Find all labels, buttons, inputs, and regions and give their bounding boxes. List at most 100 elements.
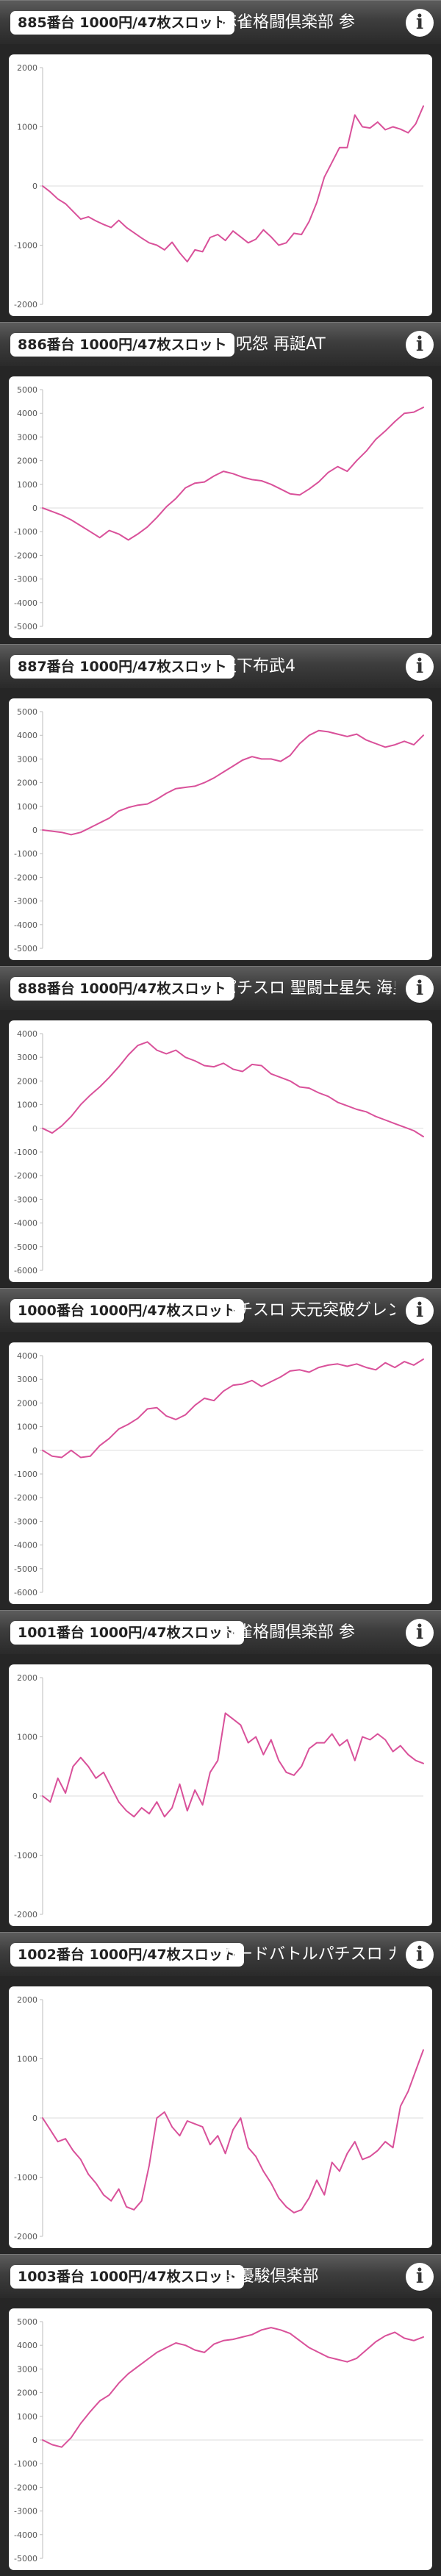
- y-tick-label: 2000: [17, 457, 37, 466]
- y-tick-label: 0: [32, 1792, 37, 1801]
- machine-name: GI優駿倶楽部: [220, 2267, 319, 2286]
- y-tick-label: -4000: [14, 2530, 37, 2540]
- series-line: [42, 407, 424, 541]
- y-tick-label: -2000: [14, 1171, 37, 1181]
- info-icon[interactable]: i: [406, 1619, 434, 1647]
- series-line: [42, 2049, 424, 2214]
- machine-header[interactable]: 1002番台 1000円/47枚スロット カードバトルパチスロ ガンダムトライエ…: [0, 1932, 441, 1976]
- info-icon[interactable]: i: [406, 1941, 434, 1969]
- machine-name: 天下布武4: [220, 657, 295, 676]
- machine-name: 麻雀格闘倶楽部 参: [220, 1623, 355, 1642]
- y-tick-label: -2000: [14, 300, 37, 310]
- machine-header[interactable]: 888番台 1000円/47枚スロット パチスロ 聖闘士星矢 海皇覚醒 i: [0, 966, 441, 1010]
- slump-chart: 2000 1000 0 -1000 -2000: [14, 63, 424, 310]
- y-tick-label: 2000: [17, 1673, 37, 1683]
- y-tick-label: -2000: [14, 2483, 37, 2492]
- y-tick-label: -4000: [14, 598, 37, 608]
- y-tick-label: 1000: [17, 1733, 37, 1742]
- y-tick-label: 0: [32, 1446, 37, 1456]
- y-tick-label: -4000: [14, 920, 37, 930]
- info-icon[interactable]: i: [406, 9, 434, 37]
- chart-panel: 2000 1000 0 -1000 -2000: [9, 54, 432, 316]
- chart-panel: 4000 3000 2000 1000 0 -1000 -2000 -3000 -4000 -50…: [9, 1342, 432, 1604]
- y-tick-label: -1000: [14, 2173, 37, 2183]
- info-icon[interactable]: i: [406, 975, 434, 1003]
- machine-header[interactable]: 886番台 1000円/47枚スロット S 呪怨 再誕AT i: [0, 322, 441, 366]
- y-tick-label: 0: [32, 2114, 37, 2123]
- machine-card: 1003番台 1000円/47枚スロット GI優駿倶楽部 i 5000 4000 3…: [0, 2254, 441, 2576]
- slump-chart: 2000 1000 0 -1000 -2000: [14, 1673, 424, 1920]
- y-tick-label: -6000: [14, 1266, 37, 1276]
- series-line: [42, 1712, 424, 1818]
- chart-panel: 5000 4000 3000 2000 1000 0 -1000 -2000 -3000 -400…: [9, 376, 432, 638]
- y-tick-label: -1000: [14, 2459, 37, 2469]
- y-tick-label: 4000: [17, 1351, 37, 1361]
- chart-panel: 5000 4000 3000 2000 1000 0 -1000 -2000 -3000 -400…: [9, 2308, 432, 2570]
- y-tick-label: 4000: [17, 1029, 37, 1039]
- machine-number-badge: 886番台 1000円/47枚スロット: [10, 333, 234, 357]
- y-tick-label: 1000: [17, 480, 37, 490]
- chart-panel: 4000 3000 2000 1000 0 -1000 -2000 -3000 -4000 -50…: [9, 1020, 432, 1282]
- machine-number-badge: 1001番台 1000円/47枚スロット: [10, 1621, 244, 1645]
- slump-chart: 5000 4000 3000 2000 1000 0 -1000 -2000 -3000 -400…: [14, 2317, 424, 2564]
- y-tick-label: -2000: [14, 873, 37, 882]
- machine-name: パチスロ 天元突破グレンラガン: [220, 1301, 395, 1320]
- machine-number-badge: 888番台 1000円/47枚スロット: [10, 977, 234, 1001]
- slump-chart: 5000 4000 3000 2000 1000 0 -1000 -2000 -3000 -400…: [14, 385, 424, 632]
- chart-panel: 2000 1000 0 -1000 -2000: [9, 1986, 432, 2248]
- machine-number-badge: 885番台 1000円/47枚スロット: [10, 11, 234, 35]
- y-tick-label: 3000: [17, 1053, 37, 1062]
- y-tick-label: 2000: [17, 63, 37, 73]
- y-tick-label: 1000: [17, 802, 37, 812]
- y-tick-label: -3000: [14, 1517, 37, 1526]
- y-tick-label: 4000: [17, 409, 37, 418]
- y-tick-label: 5000: [17, 385, 37, 395]
- series-line: [42, 1041, 424, 1138]
- machine-card: 885番台 1000円/47枚スロット 麻雀格闘倶楽部 参 i 2000 1000…: [0, 0, 441, 322]
- info-icon[interactable]: i: [406, 331, 434, 359]
- y-tick-label: 1000: [17, 1101, 37, 1110]
- y-tick-label: -2000: [14, 1910, 37, 1920]
- y-tick-label: -2000: [14, 1493, 37, 1503]
- machine-header[interactable]: 1000番台 1000円/47枚スロット パチスロ 天元突破グレンラガン i: [0, 1288, 441, 1332]
- info-icon[interactable]: i: [406, 653, 434, 681]
- y-tick-label: -3000: [14, 575, 37, 584]
- y-tick-label: 1000: [17, 2055, 37, 2064]
- y-tick-label: -5000: [14, 944, 37, 954]
- y-tick-label: 3000: [17, 754, 37, 764]
- machine-number-badge: 887番台 1000円/47枚スロット: [10, 655, 234, 679]
- info-icon[interactable]: i: [406, 2263, 434, 2291]
- slump-chart: 5000 4000 3000 2000 1000 0 -1000 -2000 -3000 -400…: [14, 707, 424, 954]
- y-tick-label: 4000: [17, 731, 37, 740]
- machine-header[interactable]: 1001番台 1000円/47枚スロット 麻雀格闘倶楽部 参 i: [0, 1610, 441, 1654]
- machine-number-badge: 1003番台 1000円/47枚スロット: [10, 2265, 244, 2289]
- y-tick-label: -5000: [14, 2554, 37, 2564]
- y-tick-label: -5000: [14, 1564, 37, 1574]
- y-tick-label: -2000: [14, 551, 37, 560]
- slump-chart: 4000 3000 2000 1000 0 -1000 -2000 -3000 -4000 -50…: [14, 1351, 424, 1598]
- chart-panel: 5000 4000 3000 2000 1000 0 -1000 -2000 -3000 -400…: [9, 698, 432, 960]
- y-tick-label: 3000: [17, 1375, 37, 1384]
- machine-header[interactable]: 1003番台 1000円/47枚スロット GI優駿倶楽部 i: [0, 2254, 441, 2298]
- y-tick-label: -4000: [14, 1541, 37, 1550]
- y-tick-label: 1000: [17, 2412, 37, 2422]
- machine-header[interactable]: 887番台 1000円/47枚スロット 天下布武4 i: [0, 644, 441, 688]
- y-tick-label: -1000: [14, 527, 37, 537]
- machine-card: 1002番台 1000円/47枚スロット カードバトルパチスロ ガンダムトライエ…: [0, 1932, 441, 2254]
- y-tick-label: -3000: [14, 1195, 37, 1204]
- machine-number-badge: 1002番台 1000円/47枚スロット: [10, 1943, 244, 1967]
- y-tick-label: 3000: [17, 2364, 37, 2374]
- machine-card: 1000番台 1000円/47枚スロット パチスロ 天元突破グレンラガン i 4…: [0, 1288, 441, 1610]
- y-tick-label: 2000: [17, 1076, 37, 1086]
- machine-name: パチスロ 聖闘士星矢 海皇覚醒: [220, 979, 395, 998]
- machine-name: カードバトルパチスロ ガンダムトライエイジ: [220, 1945, 395, 1964]
- series-line: [42, 729, 424, 836]
- slump-chart: 2000 1000 0 -1000 -2000: [14, 1995, 424, 2242]
- machine-number-badge: 1000番台 1000円/47枚スロット: [10, 1299, 244, 1323]
- y-tick-label: 5000: [17, 707, 37, 717]
- info-icon[interactable]: i: [406, 1297, 434, 1325]
- machine-card: 886番台 1000円/47枚スロット S 呪怨 再誕AT i 5000 4000…: [0, 322, 441, 644]
- y-tick-label: -1000: [14, 1148, 37, 1157]
- machine-header[interactable]: 885番台 1000円/47枚スロット 麻雀格闘倶楽部 参 i: [0, 0, 441, 44]
